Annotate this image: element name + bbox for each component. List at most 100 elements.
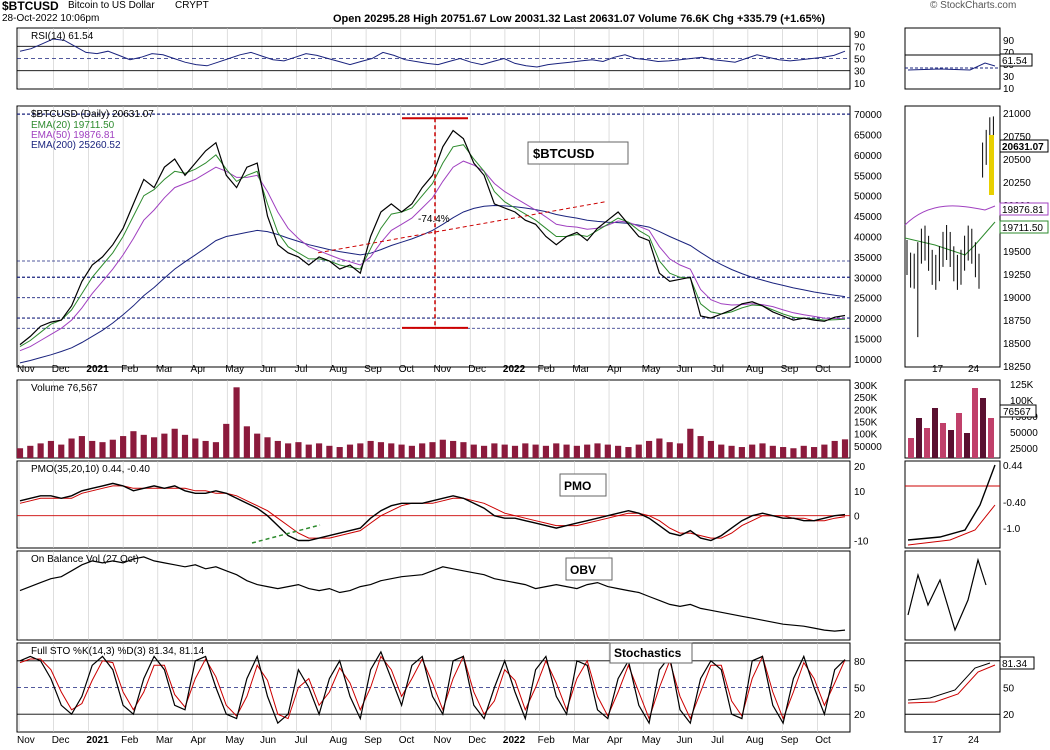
header-symbol: $BTCUSD bbox=[2, 0, 59, 13]
volume-bar bbox=[821, 444, 828, 458]
volume-bar bbox=[233, 387, 240, 458]
volume-bar bbox=[594, 443, 601, 458]
volume-bar bbox=[27, 445, 34, 458]
volume-bar bbox=[254, 433, 261, 458]
inset-rsi-tick-label: 30 bbox=[1003, 72, 1015, 83]
x-tick-label: Sep bbox=[364, 364, 382, 375]
inset-volume-badge: 76567 bbox=[1003, 407, 1031, 418]
inset-price-badge: 20631.07 bbox=[1002, 142, 1044, 153]
volume-bar bbox=[615, 445, 622, 458]
price-title: $BTCUSD bbox=[533, 146, 594, 161]
x-tick-label: Sep bbox=[781, 364, 799, 375]
inset-ema20-badge: 19711.50 bbox=[1002, 223, 1043, 234]
inset-price-tick-label: 20250 bbox=[1003, 178, 1031, 189]
volume-bar bbox=[501, 444, 508, 458]
pmo-title: PMO bbox=[564, 479, 591, 493]
x-tick-label: May bbox=[225, 735, 244, 746]
x-tick-label: Jul bbox=[295, 364, 308, 375]
volume-bar bbox=[58, 444, 65, 458]
inset-volume-bar bbox=[980, 398, 986, 458]
price-title-box bbox=[527, 141, 629, 165]
inset-volume-bar bbox=[932, 408, 938, 458]
volume-bar bbox=[645, 440, 653, 458]
obv-label: On Balance Vol (27 Oct) bbox=[31, 554, 139, 565]
inset-rsi-badge: 61.54 bbox=[1002, 56, 1027, 67]
inset-x-tick-label: 17 bbox=[932, 735, 944, 746]
volume-bar bbox=[604, 444, 611, 458]
price-tick-label: 35000 bbox=[854, 253, 882, 264]
x-tick-label: 2022 bbox=[503, 735, 526, 746]
inset-price-badge-box bbox=[999, 139, 1049, 153]
inset-ema50-badge: 19876.81 bbox=[1002, 205, 1044, 216]
volume-bar bbox=[264, 437, 271, 458]
volume-bar bbox=[120, 436, 127, 458]
pmo-label: PMO(35,20,10) 0.44, -0.40 bbox=[31, 464, 150, 475]
x-tick-label: Jun bbox=[676, 364, 692, 375]
price-tick-label: 10000 bbox=[854, 355, 882, 366]
inset-volume-tick-label: 25000 bbox=[1010, 444, 1038, 455]
header-date: 28-Oct-2022 10:06pm bbox=[2, 13, 100, 24]
inset-price-tick-label: 20500 bbox=[1003, 155, 1031, 166]
x-tick-label: Aug bbox=[746, 735, 764, 746]
x-tick-label: Apr bbox=[191, 735, 207, 746]
volume-bar bbox=[810, 447, 818, 458]
x-tick-label: Nov bbox=[434, 364, 452, 375]
inset-sto-badge: 81.34 bbox=[1002, 659, 1027, 670]
price-tick-label: 45000 bbox=[854, 212, 882, 223]
pmo-tick-label: 10 bbox=[854, 487, 866, 498]
inset-x-tick-label: 24 bbox=[968, 735, 980, 746]
price-tick-label: 40000 bbox=[854, 233, 882, 244]
price-line bbox=[19, 129, 846, 346]
inset-volume-tick-label: 50000 bbox=[1010, 428, 1038, 439]
pmo-tick-label: 0 bbox=[854, 512, 860, 523]
inset-volume-tick-label: 125K bbox=[1010, 380, 1034, 391]
header-ohlc: Open 20295.28 High 20751.67 Low 20031.32… bbox=[333, 13, 826, 25]
legend-ema200: EMA(200) 25260.52 bbox=[31, 140, 121, 151]
x-tick-label: 2021 bbox=[86, 735, 109, 746]
inset-frame-price bbox=[904, 105, 1001, 368]
price-tick-label: 20000 bbox=[854, 314, 882, 325]
volume-bar bbox=[532, 444, 539, 458]
x-tick-label: Mar bbox=[572, 735, 590, 746]
x-tick-label: Feb bbox=[121, 735, 139, 746]
volume-bar bbox=[398, 444, 405, 458]
inset-sto-tick-label: 20 bbox=[1003, 710, 1015, 721]
sto-tick-label: 50 bbox=[854, 684, 866, 695]
x-tick-label: Dec bbox=[52, 364, 70, 375]
inset-price-tick-label: 19250 bbox=[1003, 270, 1031, 281]
volume-bar bbox=[357, 443, 364, 458]
legend-ema50: EMA(50) 19876.81 bbox=[31, 130, 115, 141]
inset-sto-d-line bbox=[907, 664, 996, 704]
volume-bar bbox=[419, 443, 426, 458]
price-tick-label: 50000 bbox=[854, 192, 882, 203]
inset-volume-bar bbox=[924, 428, 930, 458]
volume-bar bbox=[388, 443, 395, 458]
volume-bar bbox=[460, 442, 467, 458]
inset-sto-k-line bbox=[907, 662, 991, 701]
volume-bar bbox=[831, 440, 838, 458]
inset-price-highlight bbox=[989, 135, 994, 195]
volume-bar bbox=[346, 444, 354, 458]
price-tick-label: 25000 bbox=[854, 294, 882, 305]
price-label: $BTCUSD (Daily) 20631.07 bbox=[31, 109, 154, 120]
pmo-line bbox=[19, 482, 846, 542]
rsi-label: RSI(14) 61.54 bbox=[31, 31, 94, 42]
x-tick-label: Mar bbox=[156, 364, 174, 375]
inset-price-tick-label: 20750 bbox=[1003, 132, 1031, 143]
sto-tick-label: 80 bbox=[854, 657, 866, 668]
volume-bar bbox=[336, 447, 343, 458]
volume-bar bbox=[707, 440, 715, 458]
inset-pmo-line bbox=[907, 464, 996, 541]
volume-bar bbox=[656, 438, 663, 458]
volume-bar bbox=[274, 440, 281, 458]
volume-bar bbox=[68, 438, 75, 458]
volume-bar bbox=[563, 444, 570, 458]
inset-volume-bar bbox=[964, 433, 970, 458]
volume-bar bbox=[47, 440, 55, 458]
sto-title-box bbox=[609, 642, 693, 664]
x-tick-label: 2022 bbox=[503, 364, 526, 375]
volume-bar bbox=[790, 448, 797, 458]
price-tick-label: 15000 bbox=[854, 334, 882, 345]
volume-bar bbox=[666, 442, 673, 458]
